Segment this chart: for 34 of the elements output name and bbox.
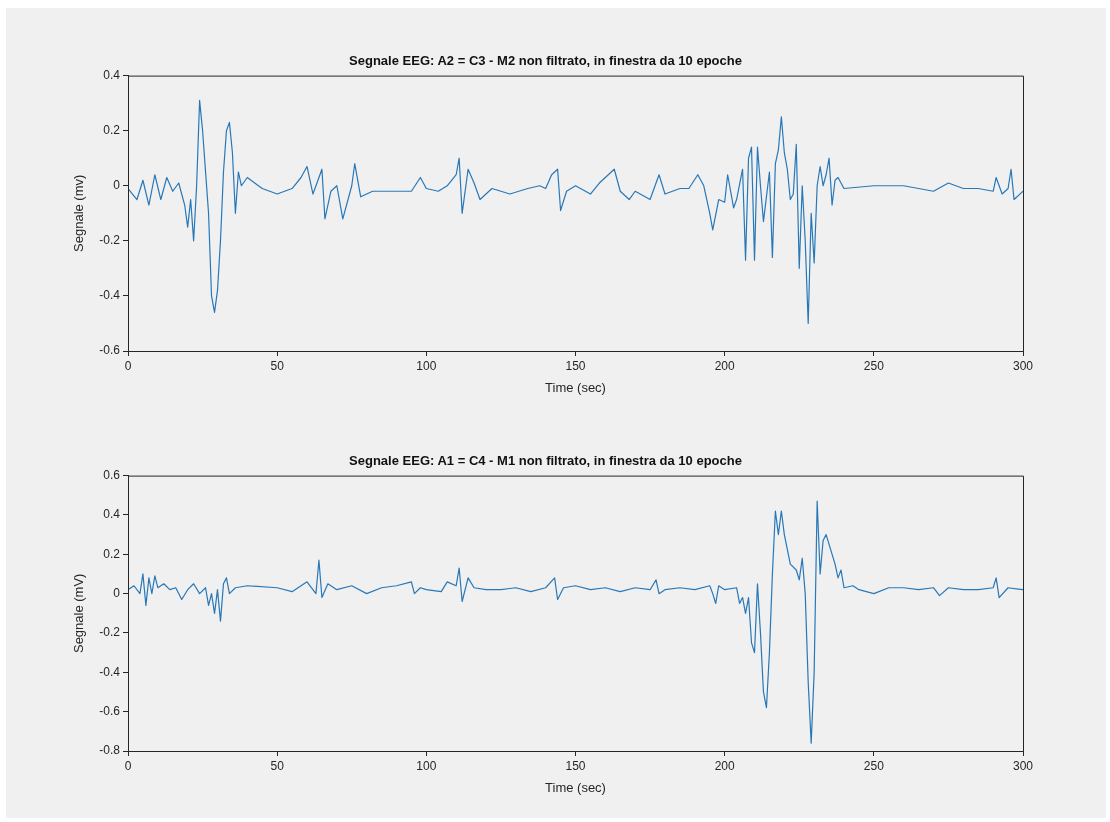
chart-title: Segnale EEG: A2 = C3 - M2 non filtrato, in finestra da 10 epoche (349, 53, 742, 69)
y-tick-label: 0.4 (103, 67, 121, 82)
x-tick-label: 200 (714, 758, 735, 773)
y-tick-label: -0.2 (99, 233, 121, 248)
x-tick-label: 250 (863, 358, 885, 373)
x-tick-label: 250 (863, 758, 885, 773)
x-tick-label: 0 (124, 758, 132, 773)
y-tick-label: -0.6 (99, 343, 121, 358)
y-tick-label: 0 (113, 178, 121, 193)
y-tick-label: -0.2 (99, 625, 121, 640)
y-tick-label: 0.4 (103, 507, 121, 522)
x-tick-label: 150 (565, 758, 586, 773)
y-tick-label: -0.4 (99, 664, 121, 679)
y-tick-label: -0.6 (99, 703, 121, 718)
y-tick-label: 0.2 (103, 122, 121, 137)
x-tick-label: 50 (270, 358, 285, 373)
x-tick-label: 100 (416, 758, 437, 773)
y-tick-label: 0.2 (103, 546, 121, 561)
x-tick-label: 0 (124, 358, 132, 373)
x-axis-title: Time (sec) (545, 379, 606, 395)
y-axis-title: Segnale (mv) (71, 174, 87, 252)
y-tick-label: -0.4 (99, 288, 121, 303)
x-tick-label: 150 (565, 358, 586, 373)
x-tick-label: 50 (270, 758, 285, 773)
chart-title: Segnale EEG: A1 = C4 - M1 non filtrato, in finestra da 10 epoche (349, 453, 742, 469)
y-tick-label: 0.6 (103, 467, 121, 482)
x-axis-title: Time (sec) (545, 779, 606, 795)
x-tick-label: 300 (1012, 758, 1034, 773)
y-axis-title: Segnale (mV) (71, 573, 87, 654)
y-tick-label: -0.8 (99, 743, 121, 758)
x-tick-label: 200 (714, 358, 735, 373)
y-tick-label: 0 (113, 585, 121, 600)
x-tick-label: 300 (1012, 358, 1034, 373)
x-tick-label: 100 (416, 358, 437, 373)
